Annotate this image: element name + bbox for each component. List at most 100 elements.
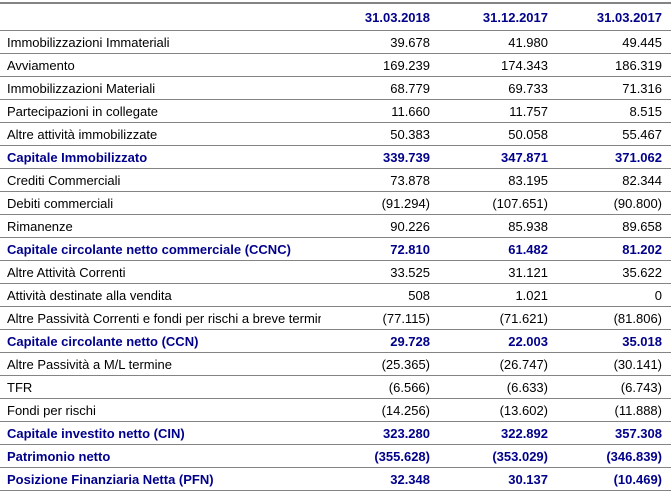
row-label: Altre Passività Correnti e fondi per ris…	[7, 310, 321, 326]
row-label: Altre attività immobilizzate	[7, 126, 158, 142]
row-value: (11.888)	[614, 402, 662, 418]
row-label: Attività destinate alla vendita	[7, 287, 172, 303]
row-value: (30.141)	[613, 356, 662, 372]
row-value: (25.365)	[381, 356, 430, 372]
header-row: 31.03.2018 31.12.2017 31.03.2017	[0, 3, 671, 31]
row-value: 39.678	[390, 34, 430, 50]
row-value: 32.348	[390, 471, 430, 487]
row-value: (81.806)	[613, 310, 662, 326]
row-label: Crediti Commerciali	[7, 172, 121, 188]
table-row: Altre Passività a M/L termine (25.365) (…	[0, 353, 671, 376]
column-header-date-1: 31.03.2018	[364, 9, 430, 25]
row-value: 357.308	[615, 425, 662, 441]
table-row: Partecipazioni in collegate 11.660 11.75…	[0, 100, 671, 123]
row-value: (77.115)	[382, 310, 430, 326]
table-row-subtotal: Capitale circolante netto commerciale (C…	[0, 238, 671, 261]
row-label: Patrimonio netto	[7, 448, 111, 464]
row-value: 55.467	[622, 126, 662, 142]
row-value: (13.602)	[499, 402, 548, 418]
row-value: (6.633)	[506, 379, 548, 395]
row-value: 85.938	[508, 218, 548, 234]
row-value: (107.651)	[492, 195, 548, 211]
table-row: Attività destinate alla vendita 508 1.02…	[0, 284, 671, 307]
row-value: (71.621)	[499, 310, 548, 326]
row-label: Partecipazioni in collegate	[7, 103, 159, 119]
row-value: 35.622	[622, 264, 662, 280]
table-row: Avviamento 169.239 174.343 186.319	[0, 54, 671, 77]
row-label: Capitale Immobilizzato	[7, 149, 148, 165]
row-value: (6.743)	[620, 379, 662, 395]
row-value: 371.062	[615, 149, 662, 165]
row-label: TFR	[7, 379, 33, 395]
column-header-date-3: 31.03.2017	[596, 9, 662, 25]
row-value: 41.980	[508, 34, 548, 50]
row-value: (6.566)	[388, 379, 430, 395]
row-value: 90.226	[390, 218, 430, 234]
row-label: Capitale investito netto (CIN)	[7, 425, 185, 441]
row-value: 339.739	[383, 149, 430, 165]
row-value: 347.871	[501, 149, 548, 165]
row-value: 174.343	[501, 57, 548, 73]
row-value: 169.239	[383, 57, 430, 73]
row-label: Immobilizzazioni Immateriali	[7, 34, 170, 50]
row-value: 72.810	[390, 241, 430, 257]
row-value: 1.021	[515, 287, 548, 303]
row-value: 31.121	[508, 264, 548, 280]
row-value: 22.003	[508, 333, 548, 349]
row-value: 83.195	[508, 172, 548, 188]
row-value: 73.878	[390, 172, 430, 188]
row-value: (355.628)	[374, 448, 430, 464]
column-header-date-2: 31.12.2017	[482, 9, 548, 25]
row-value: 69.733	[508, 80, 548, 96]
row-value: 71.316	[622, 80, 662, 96]
row-value: 508	[408, 287, 430, 303]
row-value: 35.018	[622, 333, 662, 349]
row-value: 89.658	[622, 218, 662, 234]
row-value: 81.202	[622, 241, 662, 257]
row-label: Debiti commerciali	[7, 195, 114, 211]
row-value: 186.319	[615, 57, 662, 73]
table-row: Immobilizzazioni Materiali 68.779 69.733…	[0, 77, 671, 100]
row-value: (346.839)	[606, 448, 662, 464]
row-value: 49.445	[622, 34, 662, 50]
row-label: Avviamento	[7, 57, 75, 73]
row-value: 30.137	[508, 471, 548, 487]
table-row-subtotal: Capitale circolante netto (CCN) 29.728 2…	[0, 330, 671, 353]
row-label: Immobilizzazioni Materiali	[7, 80, 156, 96]
row-value: (90.800)	[613, 195, 662, 211]
row-value: (26.747)	[499, 356, 548, 372]
table-row: Crediti Commerciali 73.878 83.195 82.344	[0, 169, 671, 192]
table-row: TFR (6.566) (6.633) (6.743)	[0, 376, 671, 399]
row-value: 29.728	[390, 333, 430, 349]
row-label: Capitale circolante netto commerciale (C…	[7, 241, 291, 257]
row-value: 11.660	[391, 103, 430, 119]
table-row: Altre Passività Correnti e fondi per ris…	[0, 307, 671, 330]
row-label: Altre Passività a M/L termine	[7, 356, 172, 372]
table-row: Fondi per rischi (14.256) (13.602) (11.8…	[0, 399, 671, 422]
row-value: (353.029)	[492, 448, 548, 464]
row-value: 0	[654, 287, 662, 303]
row-label: Capitale circolante netto (CCN)	[7, 333, 199, 349]
row-value: (10.469)	[613, 471, 662, 487]
table-row: Altre attività immobilizzate 50.383 50.0…	[0, 123, 671, 146]
corner-cell	[0, 3, 321, 31]
table-row: Debiti commerciali (91.294) (107.651) (9…	[0, 192, 671, 215]
row-value: 61.482	[508, 241, 548, 257]
table-row: Rimanenze 90.226 85.938 89.658	[0, 215, 671, 238]
row-label: Fondi per rischi	[7, 402, 96, 418]
table-row-subtotal: Posizione Finanziaria Netta (PFN) 32.348…	[0, 468, 671, 491]
row-value: 33.525	[390, 264, 430, 280]
row-value: 322.892	[501, 425, 548, 441]
table-row-subtotal: Capitale Immobilizzato 339.739 347.871 3…	[0, 146, 671, 169]
table-row-subtotal: Capitale investito netto (CIN) 323.280 3…	[0, 422, 671, 445]
row-label: Posizione Finanziaria Netta (PFN)	[7, 471, 214, 487]
table-row: Immobilizzazioni Immateriali 39.678 41.9…	[0, 31, 671, 54]
row-value: 8.515	[629, 103, 662, 119]
row-value: 50.058	[508, 126, 548, 142]
row-value: 68.779	[390, 80, 430, 96]
table-row-subtotal: Patrimonio netto (355.628) (353.029) (34…	[0, 445, 671, 468]
row-value: (14.256)	[381, 402, 430, 418]
table-row: Altre Attività Correnti 33.525 31.121 35…	[0, 261, 671, 284]
